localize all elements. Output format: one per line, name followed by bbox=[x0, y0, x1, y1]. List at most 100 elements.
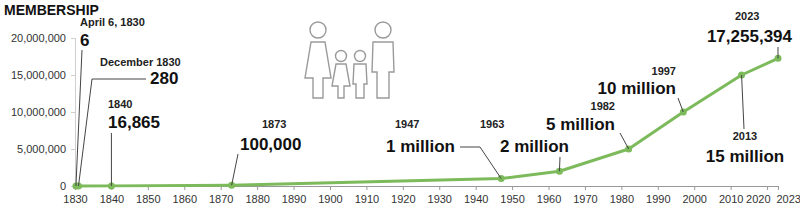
x-tick: 1950 bbox=[500, 186, 524, 205]
y-tick-mark bbox=[71, 149, 75, 150]
x-tick: 1940 bbox=[464, 186, 488, 205]
y-tick-label: 20,000,000 bbox=[11, 32, 66, 44]
x-tick-mark bbox=[767, 186, 768, 190]
icon-head bbox=[310, 22, 326, 38]
value-label: 6 bbox=[80, 31, 89, 50]
x-tick-label: 1890 bbox=[282, 193, 306, 205]
x-tick-mark bbox=[585, 186, 586, 190]
x-tick-mark bbox=[512, 186, 513, 190]
x-tick-label: 1830 bbox=[63, 193, 87, 205]
x-tick-mark bbox=[476, 186, 477, 190]
x-tick: 1900 bbox=[318, 186, 342, 205]
y-tick: 15,000,000 bbox=[11, 69, 75, 81]
x-tick-label: 1900 bbox=[318, 193, 342, 205]
date-label: 1982 bbox=[591, 100, 615, 112]
x-tick-mark bbox=[731, 186, 732, 190]
x-tick-label: 1840 bbox=[100, 193, 124, 205]
x-tick-mark bbox=[778, 186, 779, 190]
value-label: 16,865 bbox=[108, 113, 160, 132]
icon-head bbox=[355, 51, 366, 62]
y-tick-label: 0 bbox=[60, 180, 66, 192]
x-tick: 2010 bbox=[719, 186, 743, 205]
x-tick-mark bbox=[658, 186, 659, 190]
date-label: 1963 bbox=[480, 118, 504, 130]
x-axis-line bbox=[76, 187, 779, 191]
icon-head bbox=[336, 51, 347, 62]
x-tick: 1970 bbox=[573, 186, 597, 205]
x-tick-label: 2023 bbox=[777, 193, 800, 205]
leader-line bbox=[678, 98, 683, 112]
x-tick-label: 1970 bbox=[573, 193, 597, 205]
value-label: 10 million bbox=[598, 79, 676, 98]
icon-body bbox=[372, 42, 394, 98]
leader-line bbox=[559, 157, 561, 171]
x-tick: 1870 bbox=[209, 186, 233, 205]
date-label: 2023 bbox=[735, 10, 759, 22]
x-tick-mark bbox=[439, 186, 440, 190]
x-tick-label: 1930 bbox=[428, 193, 452, 205]
x-tick: 1910 bbox=[355, 186, 379, 205]
value-label: 15 million bbox=[706, 147, 784, 166]
value-label: 2 million bbox=[500, 137, 569, 156]
leader-line bbox=[460, 147, 501, 179]
x-tick-mark bbox=[294, 186, 295, 190]
data-point bbox=[680, 109, 687, 116]
x-tick-label: 1920 bbox=[391, 193, 415, 205]
y-tick: 5,000,000 bbox=[17, 143, 75, 155]
y-axis-line bbox=[71, 39, 76, 187]
family-icon bbox=[305, 22, 394, 98]
icon-body bbox=[305, 42, 331, 98]
x-tick-label: 1940 bbox=[464, 193, 488, 205]
x-tick-label: 1850 bbox=[136, 193, 160, 205]
x-tick: 1850 bbox=[136, 186, 160, 205]
x-tick-label: 2010 bbox=[719, 193, 743, 205]
x-tick: 1990 bbox=[646, 186, 670, 205]
leader-line bbox=[232, 154, 238, 185]
x-tick: 2023 bbox=[777, 186, 800, 205]
icon-body bbox=[353, 64, 367, 98]
y-tick-label: 5,000,000 bbox=[17, 143, 66, 155]
icon-body bbox=[332, 64, 350, 98]
date-label: 2013 bbox=[733, 130, 757, 142]
x-tick: 1960 bbox=[537, 186, 561, 205]
y-tick-label: 15,000,000 bbox=[11, 69, 66, 81]
x-tick-label: 2020 bbox=[746, 193, 770, 205]
leader-line bbox=[111, 133, 112, 186]
x-tick-mark bbox=[694, 186, 695, 190]
value-label: 17,255,394 bbox=[707, 27, 793, 46]
x-tick: 1920 bbox=[391, 186, 415, 205]
x-axis: 1830 1840 1850 1860 1870 1880 1890 1900 1910 1920… bbox=[63, 186, 800, 205]
value-label: 1 million bbox=[386, 137, 455, 156]
plot-area bbox=[72, 55, 781, 190]
x-tick: 1880 bbox=[245, 186, 269, 205]
y-axis: 0 5,000,000 10,000,000 15,000,000 20,000,000 bbox=[11, 32, 76, 192]
leader-line bbox=[778, 47, 779, 58]
date-label: 1947 bbox=[395, 118, 419, 130]
x-tick-mark bbox=[330, 186, 331, 190]
chart: MEMBERSHIP05,000,00010,000,00015,000,000… bbox=[0, 0, 800, 224]
y-tick: 10,000,000 bbox=[11, 106, 75, 118]
date-label: December 1830 bbox=[100, 56, 181, 68]
x-tick-label: 1870 bbox=[209, 193, 233, 205]
x-tick-label: 1960 bbox=[537, 193, 561, 205]
x-tick-mark bbox=[257, 186, 258, 190]
y-tick: 20,000,000 bbox=[11, 32, 75, 44]
x-tick: 1860 bbox=[173, 186, 197, 205]
leader-line bbox=[620, 133, 629, 149]
x-tick-label: 1910 bbox=[355, 193, 379, 205]
x-tick-label: 1860 bbox=[173, 193, 197, 205]
date-label: April 6, 1830 bbox=[80, 16, 145, 28]
x-tick: 2020 bbox=[746, 186, 770, 205]
x-tick-mark bbox=[549, 186, 550, 190]
value-label: 280 bbox=[150, 69, 178, 88]
x-tick: 1930 bbox=[428, 186, 452, 205]
x-tick-label: 1950 bbox=[500, 193, 524, 205]
value-label: 100,000 bbox=[240, 135, 301, 154]
membership-line bbox=[76, 58, 778, 186]
date-label: 1873 bbox=[262, 118, 286, 130]
x-tick-mark bbox=[403, 186, 404, 190]
y-tick-label: 10,000,000 bbox=[11, 106, 66, 118]
x-tick: 1890 bbox=[282, 186, 306, 205]
annotations: April 6, 18306December 1830280184016,865… bbox=[76, 10, 793, 186]
date-label: 1997 bbox=[652, 65, 676, 77]
